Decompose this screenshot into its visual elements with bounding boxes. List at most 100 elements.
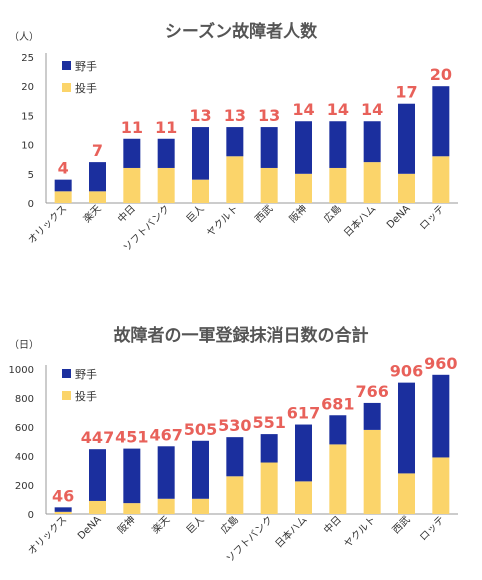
category-label: 西武: [252, 202, 275, 225]
category-label: 中日: [321, 513, 344, 536]
legend-label-fielder: 野手: [75, 367, 97, 381]
category-label: ヤクルト: [204, 203, 241, 240]
bar-fielder: [398, 382, 415, 474]
data-label: 13: [258, 106, 280, 125]
y-tick-label: 0: [28, 510, 34, 521]
category-label: 阪神: [115, 513, 138, 536]
bar-pitcher: [329, 444, 347, 514]
data-label: 681: [321, 394, 354, 413]
bar-pitcher: [295, 173, 312, 203]
data-label: 766: [355, 382, 388, 401]
data-label: 11: [155, 118, 177, 137]
bar-fielder: [157, 138, 175, 168]
y-unit-label: （人）: [9, 31, 39, 43]
y-tick-label: 20: [21, 82, 34, 93]
chart-title: シーズン故障者人数: [165, 21, 318, 42]
bar-pitcher: [295, 481, 312, 514]
data-label: 960: [424, 354, 457, 373]
y-tick-label: 10: [21, 141, 34, 152]
bar-pitcher: [226, 156, 244, 203]
y-tick-label: 15: [21, 111, 34, 122]
category-label: DeNA: [385, 203, 413, 231]
bar-fielder: [54, 179, 72, 192]
category-label: 阪神: [286, 202, 309, 225]
y-tick-label: 600: [15, 423, 34, 434]
data-label: 14: [361, 100, 383, 119]
bar-pitcher: [432, 457, 450, 514]
bar-pitcher: [363, 429, 381, 514]
bar-fielder: [363, 402, 381, 430]
category-label: DeNA: [76, 514, 104, 542]
bar-fielder: [432, 86, 450, 157]
chart-injured-players: シーズン故障者人数（人）05101520254オリックス7楽天11中日11ソフト…: [9, 21, 458, 254]
legend-label-pitcher: 投手: [75, 81, 97, 95]
data-label: 530: [218, 416, 251, 435]
bar-pitcher: [329, 167, 347, 203]
bar-pitcher: [363, 162, 381, 203]
category-label: 日本ハム: [341, 202, 378, 239]
bar-fielder: [432, 374, 450, 458]
bar-fielder: [157, 446, 175, 499]
data-label: 14: [327, 100, 349, 119]
data-label: 46: [52, 486, 74, 505]
data-label: 4: [58, 159, 69, 178]
bar-pitcher: [260, 167, 278, 203]
data-label: 20: [430, 65, 452, 84]
data-label: 617: [287, 404, 320, 423]
category-label: 巨人: [184, 514, 207, 537]
y-tick-label: 5: [28, 170, 34, 181]
category-label: 楽天: [80, 202, 103, 225]
bar-fielder: [329, 415, 347, 445]
legend-swatch-pitcher: [62, 83, 71, 92]
data-label: 7: [92, 141, 103, 160]
chart-title: 故障者の一軍登録抹消日数の合計: [114, 325, 369, 346]
data-label: 17: [395, 83, 417, 102]
data-label: 906: [390, 362, 423, 381]
legend-swatch-fielder: [62, 61, 71, 70]
bar-pitcher: [226, 476, 244, 514]
bar-fielder: [226, 437, 244, 477]
category-label: 楽天: [149, 513, 172, 536]
bar-pitcher: [192, 179, 209, 203]
bar-pitcher: [89, 500, 106, 514]
chart-deregistered-days: 故障者の一軍登録抹消日数の合計（日）0200400600800100046オリッ…: [9, 325, 458, 565]
y-tick-label: 400: [15, 452, 34, 463]
category-label: ロッテ: [418, 203, 447, 232]
y-unit-label: （日）: [9, 339, 39, 351]
bar-fielder: [192, 127, 209, 180]
bar-pitcher: [432, 156, 450, 203]
bar-pitcher: [123, 167, 141, 203]
bar-fielder: [260, 434, 278, 463]
bar-fielder: [54, 507, 72, 512]
category-label: 中日: [115, 202, 138, 225]
category-label: 広島: [218, 513, 241, 536]
category-label: ヤクルト: [342, 514, 379, 551]
y-tick-label: 0: [28, 199, 34, 210]
bar-pitcher: [123, 503, 141, 514]
data-label: 13: [189, 106, 211, 125]
bar-fielder: [226, 127, 244, 157]
category-label: 広島: [321, 202, 344, 225]
bar-pitcher: [398, 473, 415, 514]
bar-fielder: [123, 448, 141, 504]
bar-pitcher: [157, 498, 175, 514]
bar-fielder: [192, 440, 209, 499]
data-label: 505: [184, 420, 217, 439]
y-tick-label: 200: [15, 481, 34, 492]
bar-pitcher: [157, 167, 175, 203]
data-label: 447: [81, 428, 114, 447]
category-label: 巨人: [184, 203, 207, 226]
bar-fielder: [295, 424, 312, 482]
data-label: 451: [115, 428, 148, 447]
bar-fielder: [329, 121, 347, 168]
bar-fielder: [89, 162, 106, 192]
bar-fielder: [295, 121, 312, 174]
bar-pitcher: [54, 191, 72, 203]
legend-swatch-fielder: [62, 369, 71, 378]
bar-pitcher: [54, 511, 72, 514]
bar-fielder: [123, 138, 141, 168]
y-tick-label: 800: [15, 394, 34, 405]
legend-label-fielder: 野手: [75, 59, 97, 73]
